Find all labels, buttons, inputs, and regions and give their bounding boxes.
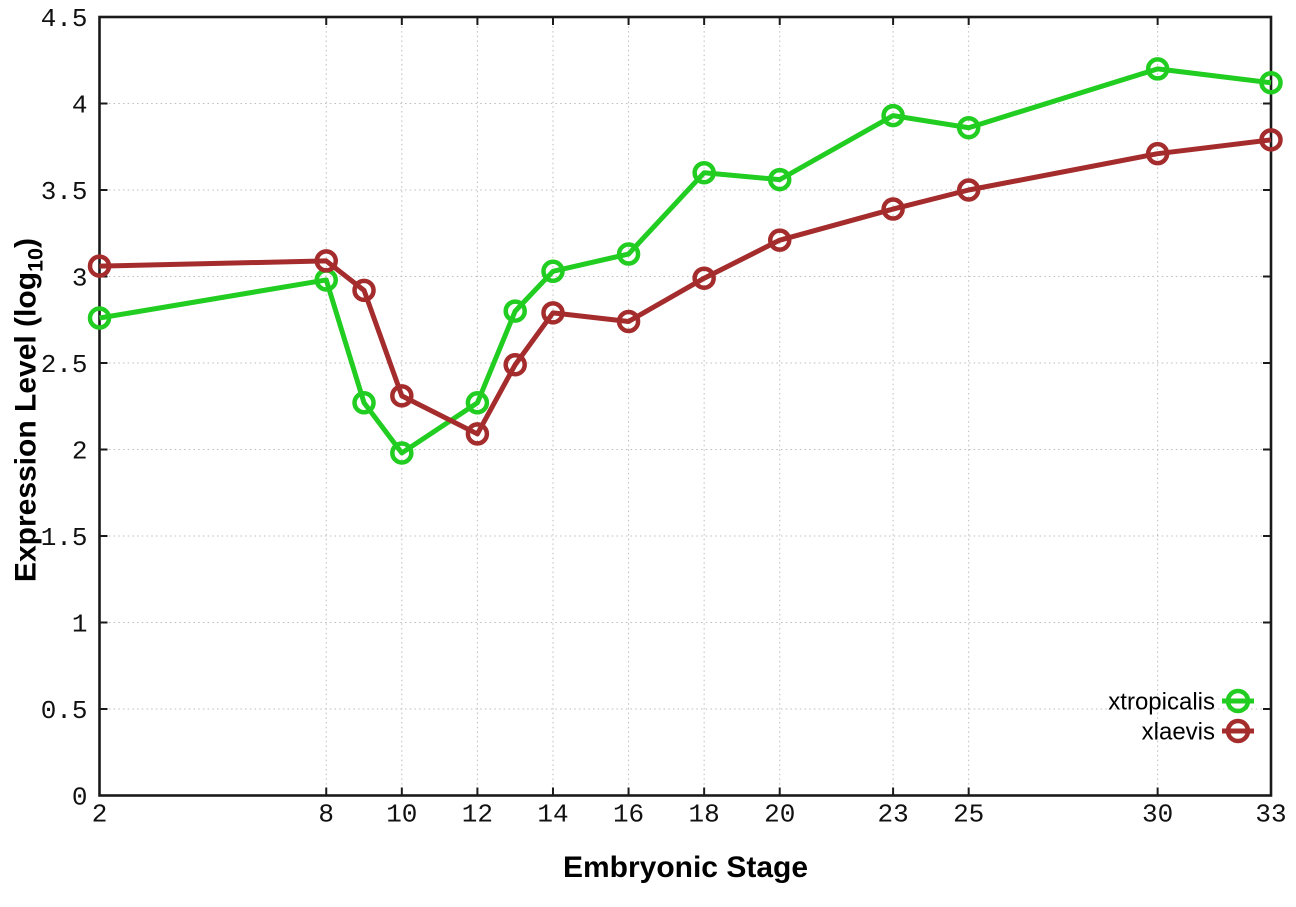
data-point-xlaevis <box>541 301 565 325</box>
data-point-xtropicalis <box>541 259 565 284</box>
data-point-xlaevis <box>881 197 905 221</box>
x-tick-label: 33 <box>1255 800 1286 830</box>
data-point-xtropicalis <box>503 299 527 323</box>
legend-label-xlaevis: xlaevis <box>1142 719 1215 746</box>
y-axis-title: Expression Level (log10) <box>7 0 48 864</box>
data-point-xtropicalis <box>616 242 641 266</box>
y-tick-label: 1.5 <box>41 523 88 553</box>
x-tick-label: 23 <box>877 800 908 830</box>
x-tick-label: 18 <box>689 800 720 830</box>
y-tick-label: 3.5 <box>41 177 88 207</box>
data-point-xtropicalis <box>767 167 792 192</box>
x-tick-label: 20 <box>764 800 795 830</box>
x-tick-label: 2 <box>92 800 108 830</box>
x-axis-title: Embryonic Stage <box>562 851 809 884</box>
x-tick-label: 12 <box>462 800 493 830</box>
data-point-xtropicalis <box>692 160 716 185</box>
y-axis-title-main: Expression Level (log <box>9 271 43 583</box>
data-point-xlaevis <box>692 266 716 290</box>
data-point-xtropicalis <box>87 306 112 330</box>
y-tick-label: 2 <box>72 437 88 467</box>
y-tick-label: 4.5 <box>41 4 88 34</box>
data-point-xlaevis <box>390 384 414 408</box>
x-tick-label: 10 <box>386 800 417 830</box>
data-point-xtropicalis <box>390 441 414 465</box>
data-point-xlaevis <box>1145 141 1170 166</box>
data-point-xtropicalis <box>352 391 376 415</box>
y-tick-label: 2.5 <box>41 350 88 380</box>
y-axis-title-subscript: 10 <box>22 247 48 272</box>
legend-marker-xtropicalis <box>1225 688 1251 714</box>
y-tick-label: 0 <box>72 783 88 813</box>
x-tick-label: 16 <box>613 800 644 830</box>
data-point-xlaevis <box>314 249 338 273</box>
series-line-xlaevis <box>99 137 1272 437</box>
x-tick-label: 14 <box>537 800 568 830</box>
y-tick-label: 3 <box>72 264 88 294</box>
data-point-xtropicalis <box>956 115 981 140</box>
data-point-xtropicalis <box>1259 70 1283 95</box>
data-point-xtropicalis <box>1145 57 1170 81</box>
x-tick-label: 30 <box>1142 800 1173 830</box>
y-tick-label: 1 <box>72 610 88 640</box>
plot-border <box>98 15 1273 797</box>
data-point-xlaevis <box>1259 128 1283 152</box>
y-tick-label: 0.5 <box>41 696 88 726</box>
y-axis-title-close: ) <box>9 237 43 248</box>
data-point-xlaevis <box>465 422 490 446</box>
x-tick-label: 8 <box>318 800 334 830</box>
data-point-xlaevis <box>616 309 641 334</box>
data-point-xtropicalis <box>465 391 490 415</box>
data-point-xtropicalis <box>881 103 905 128</box>
legend-marker-xlaevis <box>1225 718 1251 744</box>
y-tick-label: 4 <box>72 91 88 121</box>
data-point-xlaevis <box>503 352 527 377</box>
data-point-xlaevis <box>352 278 376 303</box>
data-point-xlaevis <box>767 228 792 252</box>
data-point-xlaevis <box>87 254 112 278</box>
data-point-xlaevis <box>956 178 981 202</box>
x-tick-label: 25 <box>953 800 984 830</box>
legend-label-xtropicalis: xtropicalis <box>1108 689 1215 716</box>
